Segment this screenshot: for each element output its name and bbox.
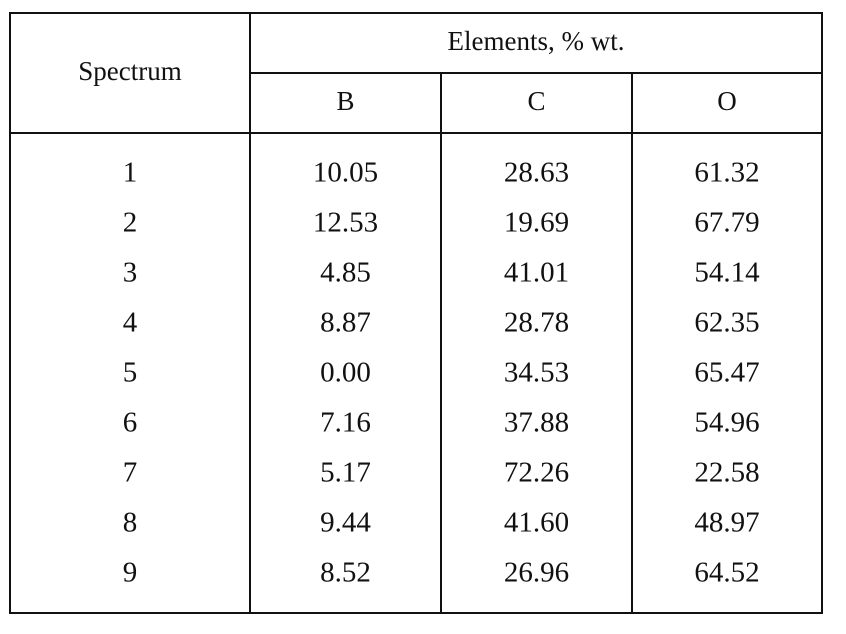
row-label: 5 [123, 357, 138, 389]
cell: 48.97 [694, 507, 759, 539]
row-label: 3 [123, 257, 138, 289]
column-header: O [717, 86, 737, 116]
cell: 5.17 [320, 457, 371, 489]
cell: 37.88 [504, 407, 569, 439]
cell: 54.14 [694, 257, 760, 289]
row-label-header: Spectrum [78, 56, 181, 86]
table-border [9, 12, 823, 614]
cell: 34.53 [504, 357, 569, 389]
cell: 10.05 [313, 157, 378, 189]
cell: 22.58 [694, 457, 759, 489]
cell: 65.47 [694, 357, 759, 389]
cell: 26.96 [504, 557, 569, 589]
cell: 64.52 [694, 557, 759, 589]
cell: 19.69 [504, 207, 569, 239]
cell: 8.87 [320, 307, 371, 339]
cell: 28.78 [504, 307, 569, 339]
cell: 41.60 [504, 507, 569, 539]
cell: 62.35 [694, 307, 759, 339]
cell: 4.85 [320, 257, 371, 289]
cell: 67.79 [694, 207, 759, 239]
row-label: 1 [123, 157, 138, 189]
cell: 61.32 [694, 157, 759, 189]
cell: 0.00 [320, 357, 371, 389]
cell: 7.16 [320, 407, 371, 439]
column-header: C [527, 86, 545, 116]
cell: 9.44 [320, 507, 371, 539]
cell: 72.26 [504, 457, 569, 489]
cell: 28.63 [504, 157, 569, 189]
row-label: 4 [123, 307, 138, 339]
group-header: Elements, % wt. [448, 26, 625, 56]
row-label: 6 [123, 407, 138, 439]
row-label: 9 [123, 557, 138, 589]
cell: 41.01 [504, 257, 569, 289]
row-label: 8 [123, 507, 138, 539]
cell: 8.52 [320, 557, 371, 589]
cell: 54.96 [694, 407, 759, 439]
cell: 12.53 [313, 207, 378, 239]
row-label: 7 [123, 457, 138, 489]
row-label: 2 [123, 207, 138, 239]
column-header: B [336, 86, 354, 116]
